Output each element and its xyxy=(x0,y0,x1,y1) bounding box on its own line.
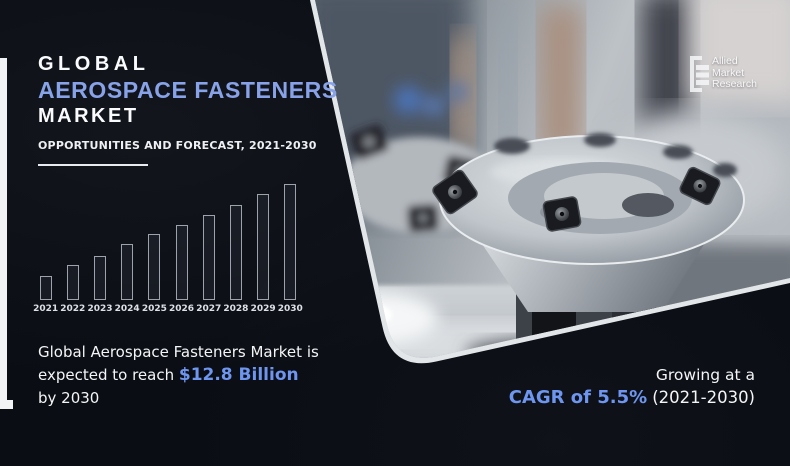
chart-bar-label: 2028 xyxy=(223,304,249,314)
market-value-figure: $12.8 Billion xyxy=(178,365,299,385)
chart-bar-group: 2025 xyxy=(141,184,168,316)
milling-cutter-illustration xyxy=(432,133,745,312)
chart-bar-group: 2028 xyxy=(222,184,249,316)
chart-bar xyxy=(39,276,52,300)
chart-bar xyxy=(66,265,79,300)
chart-bar-group: 2023 xyxy=(86,184,113,316)
title-keyword: AEROSPACE FASTENERS xyxy=(38,77,338,103)
market-value-line2: expected to reach $12.8 Billion xyxy=(38,365,299,385)
chart-bar-group: 2030 xyxy=(277,184,304,316)
cagr-line2: CAGR of 5.5% (2021-2030) xyxy=(509,388,755,408)
chart-bar-group: 2022 xyxy=(59,184,86,316)
cagr-line1: Growing at a xyxy=(655,366,755,384)
chart-bar-label: 2030 xyxy=(277,304,303,314)
divider xyxy=(38,164,148,166)
chart-bar-label: 2025 xyxy=(141,304,167,314)
market-value-line3: by 2030 xyxy=(38,389,100,407)
amr-logo-line: Market xyxy=(712,66,745,79)
chart-bar-group: 2021 xyxy=(32,184,59,316)
chart-bar xyxy=(93,256,106,300)
amr-logo-line: Research xyxy=(712,78,757,90)
chart-bar-label: 2029 xyxy=(250,304,276,314)
chart-bar xyxy=(284,184,297,300)
chart-bar-label: 2023 xyxy=(87,304,113,314)
chart-bar-label: 2024 xyxy=(114,304,140,314)
headline: GLOBAL AEROSPACE FASTENERS MARKET OPPORT… xyxy=(38,52,338,166)
chart-bar xyxy=(175,225,188,300)
amr-logo-text: Allied Market Research xyxy=(712,55,757,92)
cagr-figure: CAGR of 5.5% xyxy=(508,387,648,408)
chart-bar xyxy=(257,194,270,300)
title-market: MARKET xyxy=(38,105,139,127)
carbide-insert xyxy=(432,166,721,232)
bar-chart: 2021 2022 2023 2024 2025 2026 2027 2028 2029 2030 xyxy=(32,184,307,316)
back-rim-inserts xyxy=(494,133,737,177)
cagr-period: (2021-2030) xyxy=(652,388,755,407)
amr-logo-mark-icon xyxy=(690,56,709,92)
market-value-line1: Global Aerospace Fasteners Market is xyxy=(38,343,319,361)
amr-logo: Allied Market Research xyxy=(690,55,757,92)
chart-bar xyxy=(229,205,242,300)
title-global: GLOBAL xyxy=(38,53,150,75)
chart-bar-label: 2021 xyxy=(33,304,59,314)
amr-logo-line: Allied xyxy=(712,55,738,67)
chart-bar-group: 2026 xyxy=(168,184,195,316)
chart-bar xyxy=(121,244,134,300)
chart-bar xyxy=(202,215,215,300)
chart-bar-label: 2022 xyxy=(60,304,86,314)
chart-bar xyxy=(148,234,161,300)
subtitle: OPPORTUNITIES AND FORECAST, 2021-2030 xyxy=(38,139,317,152)
cagr-text: Growing at a CAGR of 5.5% (2021-2030) xyxy=(509,365,755,408)
chart-bar-group: 2024 xyxy=(114,184,141,316)
chart-bar-group: 2027 xyxy=(195,184,222,316)
chart-bar-label: 2026 xyxy=(169,304,195,314)
chart-bar-label: 2027 xyxy=(196,304,222,314)
market-value-text: Global Aerospace Fasteners Market is exp… xyxy=(38,341,319,410)
chart-bar-group: 2029 xyxy=(250,184,277,316)
